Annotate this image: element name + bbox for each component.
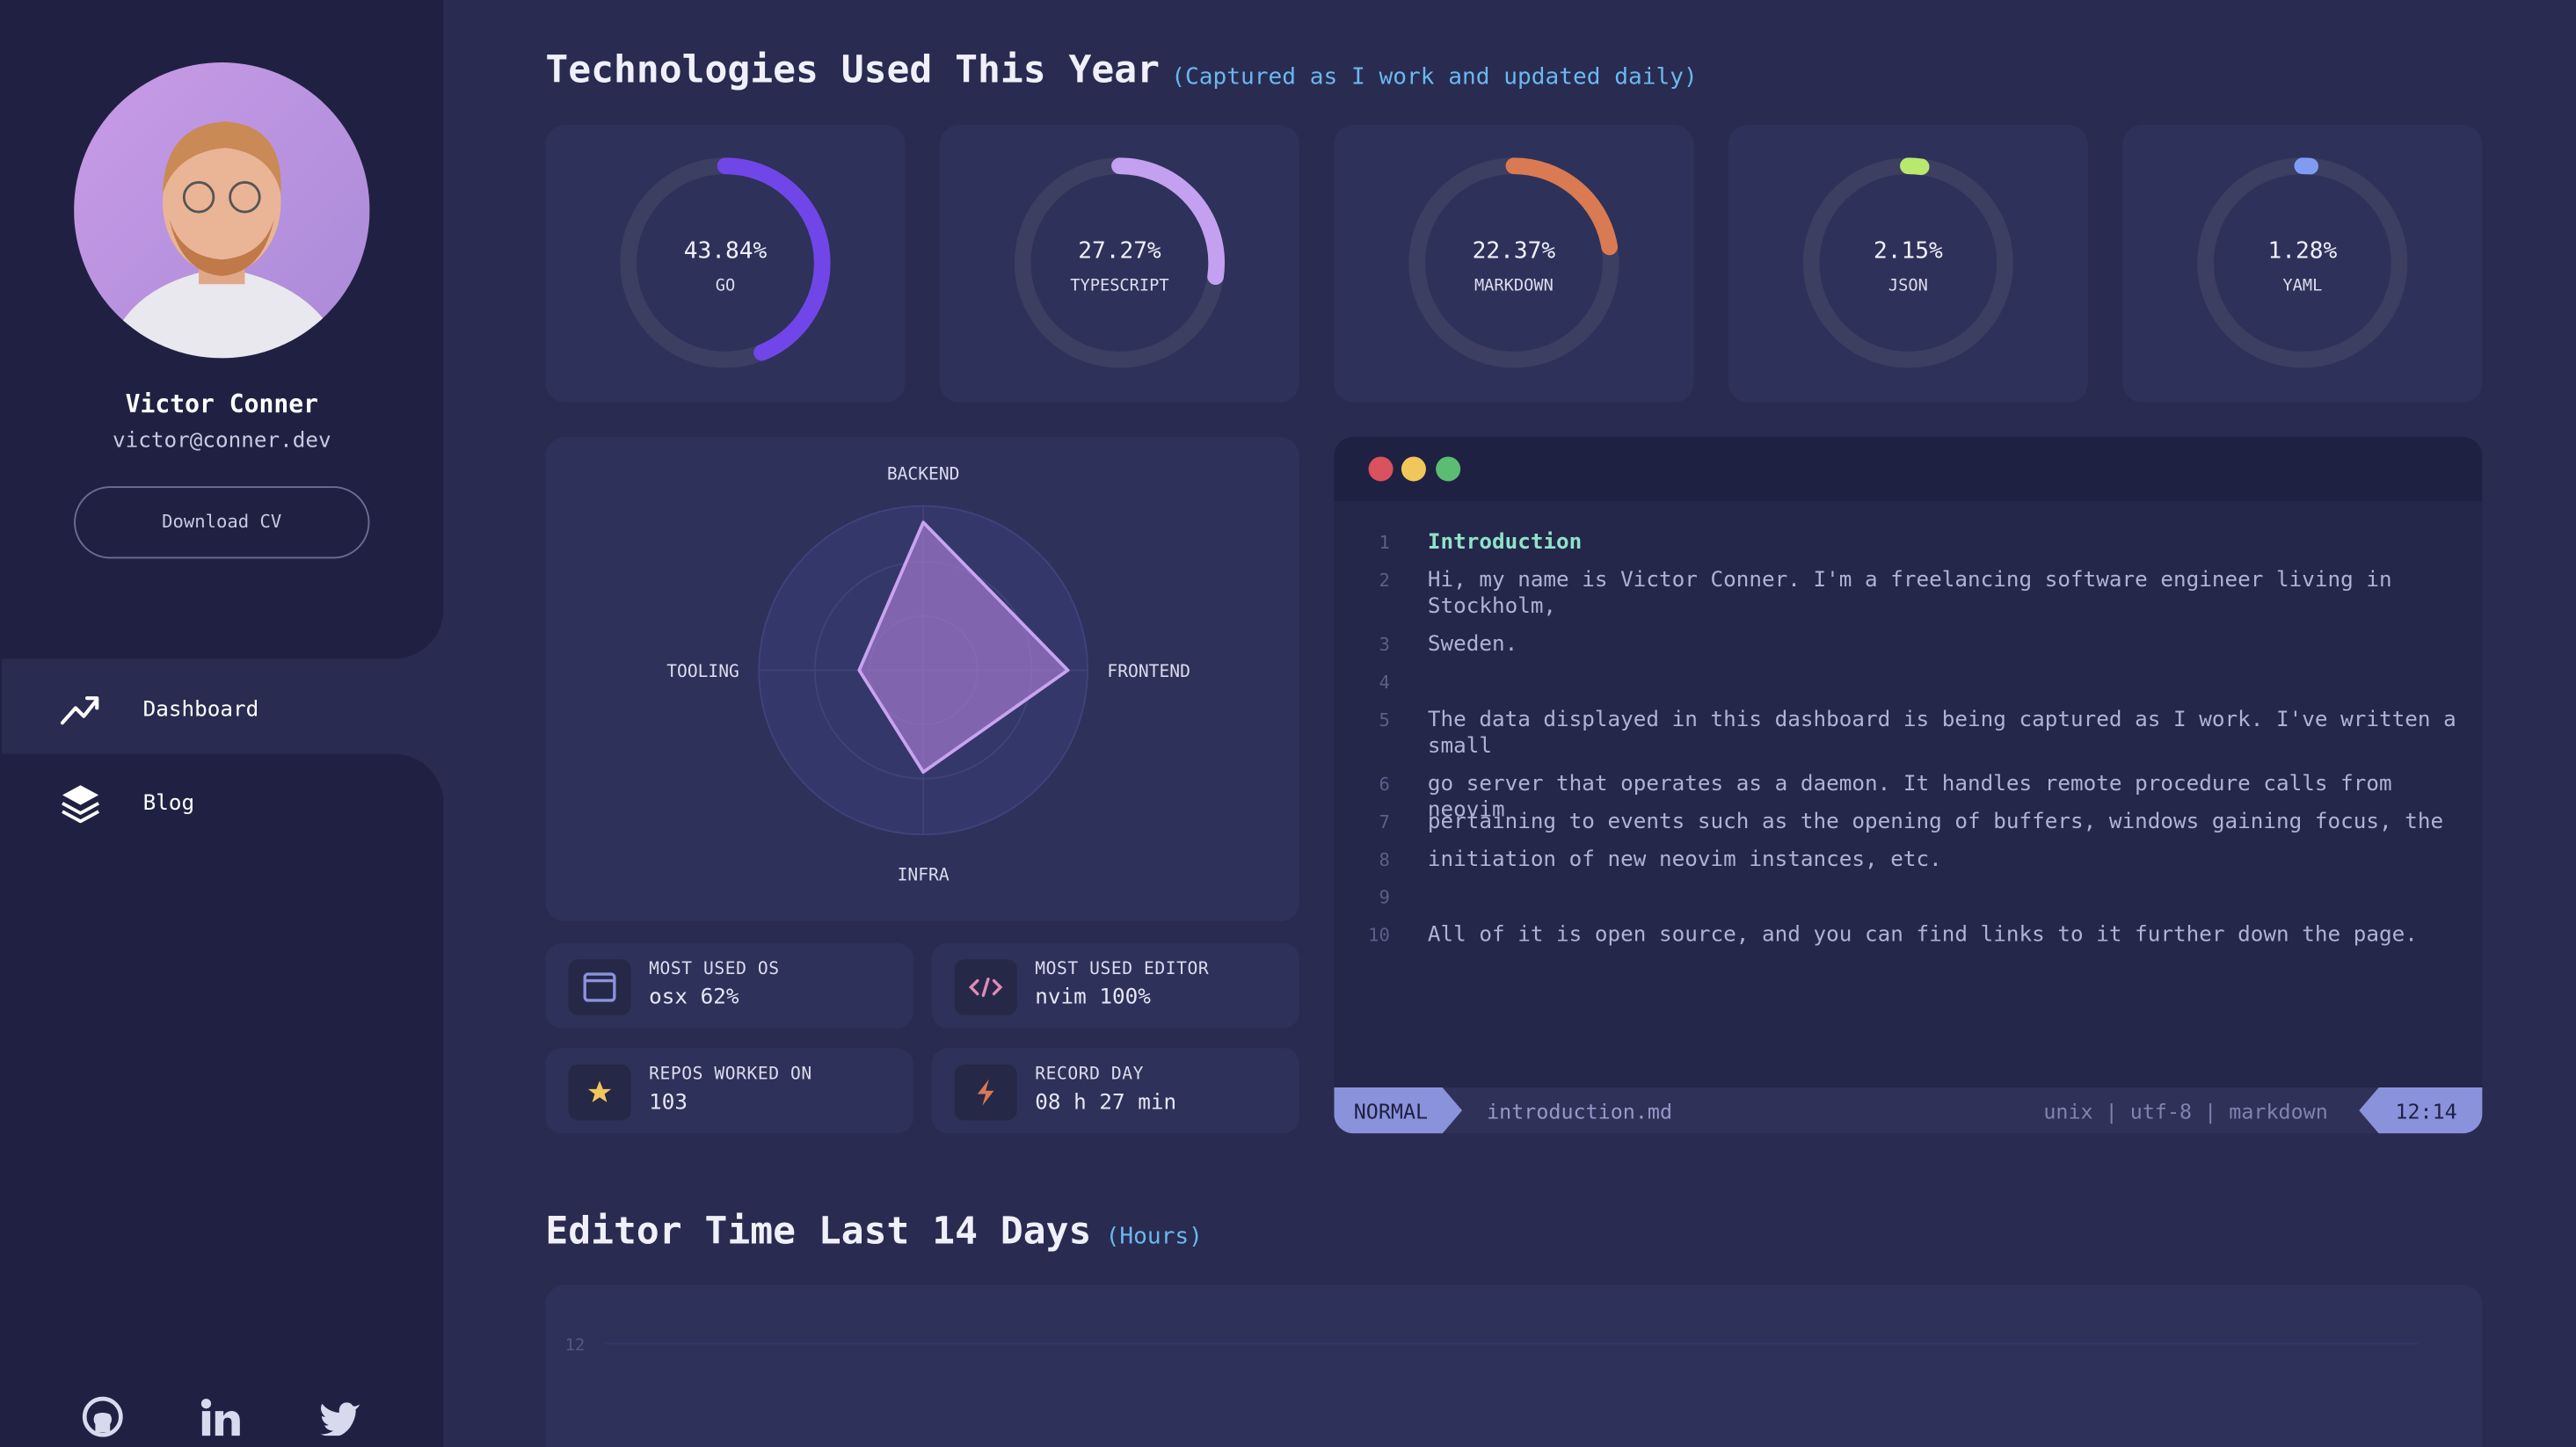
code-line: pertaining to events such as the opening… bbox=[1427, 810, 2444, 835]
y-tick-label: 12 bbox=[565, 1336, 585, 1355]
radar-label: INFRA bbox=[898, 865, 950, 885]
twitter-icon[interactable] bbox=[319, 1400, 362, 1436]
avatar bbox=[74, 62, 370, 359]
code-line: Hi, my name is Victor Conner. I'm a free… bbox=[1427, 568, 2392, 620]
line-number: 10 bbox=[1368, 925, 1390, 947]
edge bbox=[0, 658, 2, 754]
donut-arc bbox=[1014, 157, 1226, 368]
donut: 27.27% TYPESCRIPT bbox=[1014, 157, 1226, 368]
chart-unit: (Hours) bbox=[1105, 1224, 1203, 1251]
donut-name: JSON bbox=[1888, 277, 1928, 295]
line-number: 5 bbox=[1379, 709, 1390, 731]
donut-name: GO bbox=[716, 277, 735, 295]
stat-label: RECORD DAY bbox=[1035, 1064, 1144, 1085]
donut: 22.37% MARKDOWN bbox=[1408, 157, 1619, 368]
status-bar bbox=[1334, 1087, 2483, 1134]
donut-value: 27.27% bbox=[1078, 237, 1161, 264]
stat-value: nvim 100% bbox=[1035, 985, 1151, 1011]
maximize-dot[interactable] bbox=[1436, 456, 1461, 482]
stat-value: 08 h 27 min bbox=[1035, 1090, 1177, 1116]
donut: 43.84% GO bbox=[620, 157, 831, 368]
dashboard-icon bbox=[60, 696, 99, 725]
github-icon[interactable] bbox=[82, 1396, 123, 1437]
status-shapes bbox=[1334, 1087, 2483, 1134]
section-subtitle: (Captured as I work and updated daily) bbox=[1171, 63, 1698, 91]
profile-email: victor@conner.dev bbox=[112, 428, 331, 454]
stat-value: osx 62% bbox=[649, 985, 739, 1011]
line-number: 2 bbox=[1379, 570, 1390, 592]
file-info: unix | utf-8 | markdown bbox=[2043, 1099, 2328, 1124]
nav-panel bbox=[0, 753, 444, 1447]
donut-name: TYPESCRIPT bbox=[1070, 277, 1168, 295]
stat-label: REPOS WORKED ON bbox=[649, 1064, 812, 1085]
profile-name: Victor Conner bbox=[125, 389, 318, 419]
donut-value: 43.84% bbox=[684, 237, 768, 264]
file-name: introduction.md bbox=[1487, 1099, 1673, 1124]
blog-icon bbox=[62, 785, 100, 824]
donut-arc bbox=[2197, 157, 2408, 368]
stat-icon bbox=[583, 972, 616, 1002]
donut-arc bbox=[1408, 157, 1619, 368]
line-number: 7 bbox=[1379, 811, 1390, 833]
code-line: All of it is open source, and you can fi… bbox=[1427, 923, 2418, 949]
donut-value: 2.15% bbox=[1874, 237, 1943, 264]
line-number: 1 bbox=[1379, 532, 1390, 554]
download-cv-button[interactable]: Download CV bbox=[74, 486, 370, 559]
radar-label: BACKEND bbox=[887, 464, 960, 484]
line-number: 8 bbox=[1379, 849, 1390, 871]
radar-chart: BACKEND FRONTEND INFRA TOOLING bbox=[666, 464, 1190, 885]
code-line: go server that operates as a daemon. It … bbox=[1427, 772, 2392, 824]
stat-value: 103 bbox=[649, 1090, 688, 1116]
code-line: Sweden. bbox=[1427, 632, 1518, 658]
donut: 1.28% YAML bbox=[2197, 157, 2408, 368]
editor-titlebar bbox=[1334, 437, 2483, 501]
radar-label: FRONTEND bbox=[1107, 661, 1190, 681]
donut-value: 22.37% bbox=[1473, 237, 1556, 264]
stat-icon bbox=[968, 978, 1003, 998]
donut-arc bbox=[620, 157, 831, 368]
stat-icon-box bbox=[568, 959, 631, 1015]
stat-label: MOST USED OS bbox=[649, 959, 780, 979]
donut-value: 1.28% bbox=[2267, 237, 2337, 264]
line-number: 3 bbox=[1379, 634, 1390, 656]
stat-icon bbox=[977, 1079, 994, 1106]
section-title: Technologies Used This Year bbox=[545, 49, 1160, 92]
donut: 2.15% JSON bbox=[1802, 157, 2013, 368]
chart-card bbox=[545, 1284, 2483, 1447]
code-line: Introduction bbox=[1427, 530, 1583, 556]
nav-blog[interactable]: Blog bbox=[142, 791, 195, 817]
stat-label: MOST USED EDITOR bbox=[1035, 959, 1210, 979]
code-line: The data displayed in this dashboard is … bbox=[1427, 708, 2456, 760]
nav-dashboard[interactable]: Dashboard bbox=[142, 698, 259, 724]
chart-title: Editor Time Last 14 Days bbox=[545, 1211, 1092, 1254]
close-dot[interactable] bbox=[1368, 456, 1394, 482]
editor: NORMAL introduction.md unix | utf-8 | ma… bbox=[1334, 437, 2483, 1134]
stat-icon bbox=[587, 1080, 612, 1102]
line-number: 6 bbox=[1379, 774, 1390, 796]
cursor-position: 12:14 bbox=[2395, 1099, 2457, 1124]
code-line: initiation of new neovim instances, etc. bbox=[1427, 847, 1942, 873]
line-number: 4 bbox=[1379, 672, 1390, 694]
minimize-dot[interactable] bbox=[1401, 456, 1426, 482]
donut-name: MARKDOWN bbox=[1474, 277, 1554, 295]
line-number: 9 bbox=[1379, 887, 1390, 909]
radar-label: TOOLING bbox=[666, 661, 739, 681]
editor-time-chart: 12 bbox=[565, 1336, 2419, 1355]
donut-arc bbox=[1802, 157, 2013, 368]
donut-name: YAML bbox=[2282, 277, 2322, 295]
radar-area bbox=[857, 520, 1070, 774]
linkedin-icon[interactable] bbox=[200, 1398, 242, 1437]
vim-mode: NORMAL bbox=[1353, 1099, 1429, 1124]
